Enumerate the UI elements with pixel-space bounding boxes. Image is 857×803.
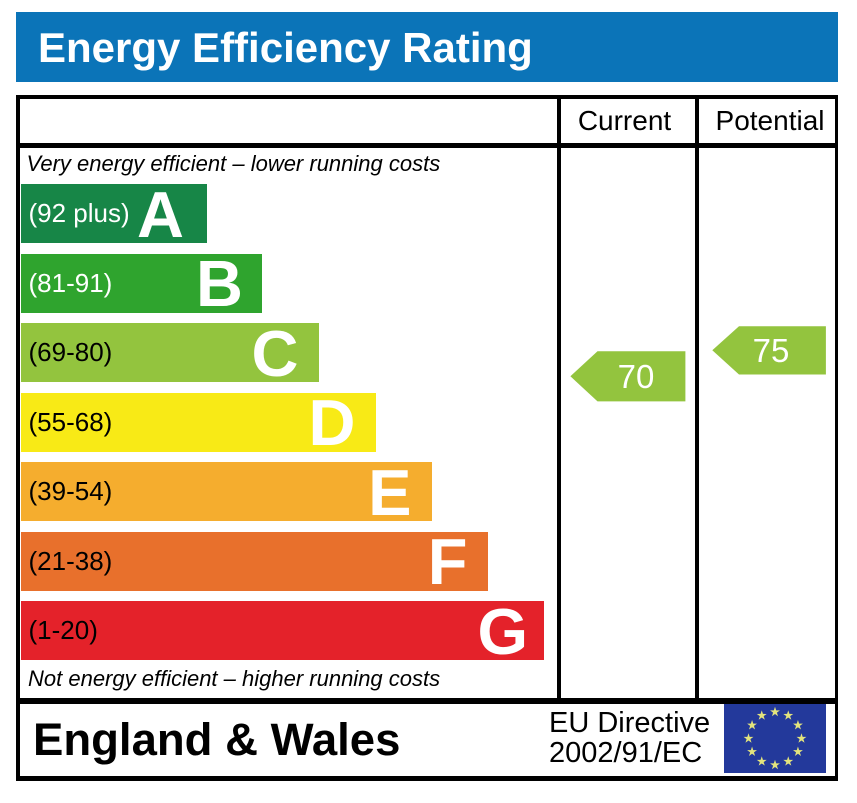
svg-text:75: 75	[753, 332, 790, 369]
svg-text:70: 70	[618, 358, 655, 395]
